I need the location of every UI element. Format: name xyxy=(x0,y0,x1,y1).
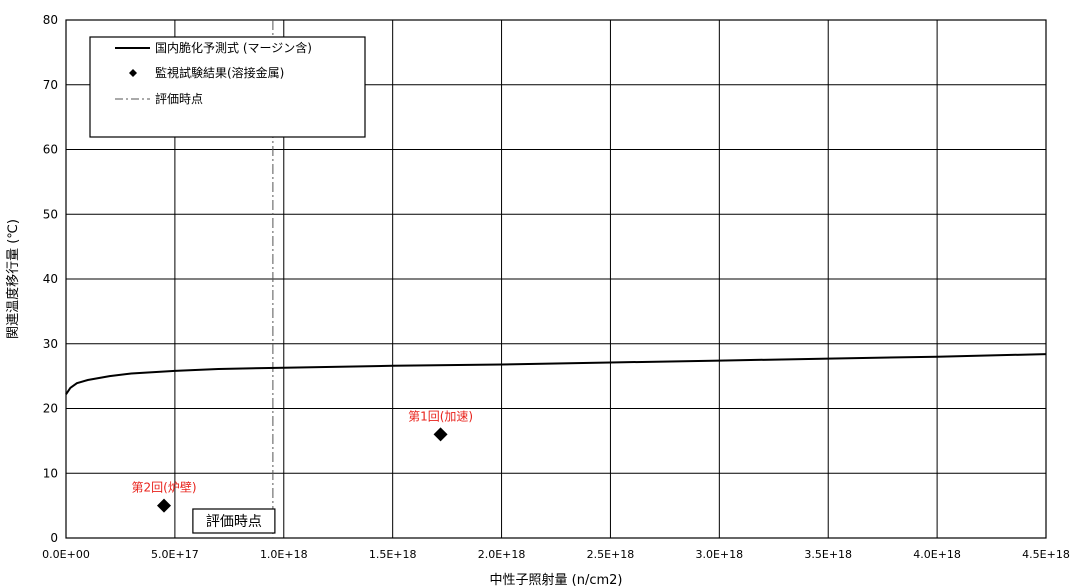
x-tick-label: 3.0E+18 xyxy=(695,548,743,561)
data-point-diamond xyxy=(157,498,171,513)
y-tick-label: 20 xyxy=(43,402,58,416)
x-axis-label: 中性子照射量 (n/cm2) xyxy=(490,572,623,588)
legend: 国内脆化予測式 (マージン含) 監視試験結果(溶接金属) 評価時点 xyxy=(89,36,366,138)
x-tick-label: 1.5E+18 xyxy=(369,548,417,561)
prediction-curve xyxy=(65,353,1047,395)
y-tick-label: 30 xyxy=(43,337,58,351)
y-axis-label: 関連温度移行量 (℃) xyxy=(5,219,21,339)
plot-frame xyxy=(65,19,1047,539)
y-tick-label: 70 xyxy=(43,78,58,92)
x-tick-label: 5.0E+17 xyxy=(151,548,199,561)
x-tick-label: 4.5E+18 xyxy=(1022,548,1070,561)
annotation-box xyxy=(192,508,276,534)
legend-label: 監視試験結果(溶接金属) xyxy=(155,65,284,80)
y-tick-label: 40 xyxy=(43,272,58,286)
legend-box xyxy=(89,36,366,138)
data-point-diamond xyxy=(433,427,448,442)
x-tick-label: 1.0E+18 xyxy=(260,548,308,561)
annotations: 評価時点 xyxy=(192,508,276,534)
legend-label: 国内脆化予測式 (マージン含) xyxy=(155,40,312,55)
data-point-label: 第2回(炉壁) xyxy=(132,480,197,495)
data-points xyxy=(157,427,448,513)
x-tick-labels: 0.0E+00 5.0E+17 1.0E+18 1.5E+18 2.0E+18 2.5E+… xyxy=(42,548,1070,561)
y-tick-label: 10 xyxy=(43,466,58,480)
data-point-label: 第1回(加速) xyxy=(408,409,473,423)
annotation-text: 評価時点 xyxy=(206,514,262,530)
y-tick-label: 60 xyxy=(43,143,58,157)
x-tick-label: 2.0E+18 xyxy=(478,548,526,561)
y-tick-labels: 0 10 20 30 40 50 60 70 80 xyxy=(43,13,58,545)
legend-swatch-diamond xyxy=(129,69,137,77)
x-tick-label: 4.0E+18 xyxy=(913,548,961,561)
x-tick-label: 3.5E+18 xyxy=(804,548,852,561)
y-tick-label: 50 xyxy=(43,207,58,221)
x-tick-label: 2.5E+18 xyxy=(587,548,635,561)
x-tick-label: 0.0E+00 xyxy=(42,548,90,561)
y-tick-label: 80 xyxy=(43,13,58,27)
series-lines xyxy=(65,353,1047,395)
legend-label: 評価時点 xyxy=(155,91,203,106)
point-labels: 第2回(炉壁) 第1回(加速) xyxy=(132,409,474,494)
y-tick-label: 0 xyxy=(50,531,58,545)
